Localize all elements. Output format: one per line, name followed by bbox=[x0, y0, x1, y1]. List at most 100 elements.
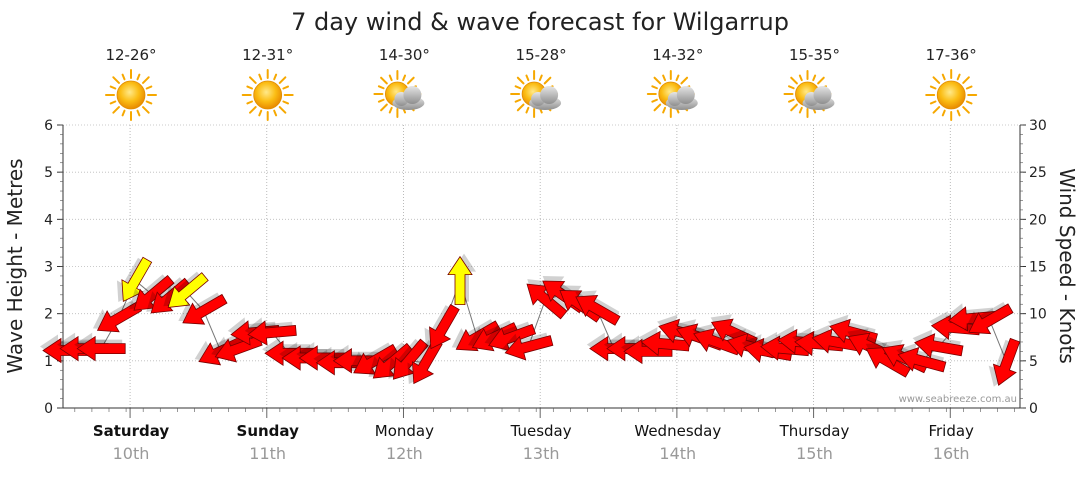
sun-ray bbox=[388, 106, 393, 114]
wind-arrow-shape bbox=[914, 333, 964, 359]
day-date-label: 13th bbox=[523, 444, 560, 463]
wind-arrow bbox=[424, 303, 460, 350]
y-tick-label-right: 0 bbox=[1029, 401, 1038, 417]
temperature-range-label: 12-31° bbox=[242, 46, 293, 64]
sun-ray bbox=[543, 76, 552, 85]
wind-arrow-shape bbox=[150, 277, 192, 314]
sun-ray bbox=[112, 106, 120, 114]
sun-ray bbox=[788, 85, 795, 90]
sun-ray bbox=[273, 109, 278, 117]
y-axis-right-label: Wind Speed - Knots bbox=[1055, 168, 1079, 364]
sun-ray bbox=[377, 98, 385, 103]
day-date-label: 11th bbox=[249, 444, 286, 463]
wind-arrow-shape bbox=[968, 303, 1014, 335]
wind-arrow-shape bbox=[992, 337, 1021, 386]
sun-ray bbox=[273, 73, 278, 81]
sun-ray bbox=[525, 106, 530, 114]
wind-arrow bbox=[447, 253, 476, 306]
sun-ray bbox=[121, 73, 126, 81]
wind-arrow bbox=[163, 271, 209, 308]
wind-arrow-shape bbox=[76, 335, 126, 362]
wind-arrow-shape bbox=[575, 295, 621, 326]
sun-ray bbox=[653, 76, 662, 85]
y-tick-label-right: 20 bbox=[1029, 212, 1047, 228]
wind-arrow-shape bbox=[247, 320, 297, 346]
sun-ray bbox=[929, 100, 937, 105]
temperature-range-label: 17-36° bbox=[926, 46, 977, 64]
sun-cloud-icon bbox=[373, 70, 425, 118]
sun-ray bbox=[278, 106, 287, 114]
y-tick-label-left: 3 bbox=[44, 260, 53, 276]
sun-disc bbox=[936, 80, 966, 110]
wind-arrow bbox=[810, 324, 861, 354]
day-date-label: 16th bbox=[933, 444, 970, 463]
y-axis-left-label: Wave Height - Metres bbox=[3, 158, 27, 373]
sun-ray bbox=[798, 106, 803, 114]
day-date-label: 15th bbox=[796, 444, 833, 463]
sun-ray bbox=[136, 109, 141, 117]
wind-arrow bbox=[451, 319, 501, 352]
sun-rays bbox=[925, 69, 978, 121]
wind-arrow-shape bbox=[623, 338, 673, 365]
sun-ray bbox=[662, 74, 667, 82]
sun-ray bbox=[790, 76, 798, 85]
sun-ray bbox=[798, 74, 803, 82]
wind-arrow-shape bbox=[447, 255, 473, 306]
weather-icons: 12-26° 12-31° 14-30° 15-28° 14-32° 15-35° 17-3… bbox=[105, 46, 978, 121]
sun-ray bbox=[258, 73, 263, 81]
day-name-label: Tuesday bbox=[510, 422, 572, 440]
sun-ray bbox=[380, 103, 388, 112]
sun-ray bbox=[956, 73, 961, 81]
sun-ray bbox=[258, 109, 263, 117]
sun-ray bbox=[380, 76, 388, 85]
wind-arrow bbox=[638, 327, 690, 357]
sun-ray bbox=[246, 85, 253, 90]
sun-ray bbox=[388, 74, 393, 82]
wind-arrow bbox=[178, 292, 228, 325]
wind-arrow-shape bbox=[167, 272, 209, 308]
sun-ray bbox=[377, 85, 385, 90]
sun-ray bbox=[278, 76, 287, 84]
day-date-label: 14th bbox=[659, 444, 696, 463]
sun-ray bbox=[662, 106, 667, 114]
cloud bbox=[665, 86, 698, 110]
sun-ray bbox=[675, 74, 680, 82]
wind-arrow bbox=[692, 323, 742, 356]
wind-arrow-shape bbox=[455, 320, 501, 352]
sun-ray bbox=[246, 100, 253, 105]
wind-arrow-shape bbox=[429, 303, 460, 350]
cloud-puff bbox=[813, 86, 832, 104]
sun-disc bbox=[253, 80, 283, 110]
sun-ray bbox=[790, 103, 798, 112]
sun-ray bbox=[112, 76, 120, 84]
sun-cloud-icon bbox=[510, 70, 562, 118]
sun-ray bbox=[145, 100, 153, 105]
sun-ray bbox=[653, 103, 662, 112]
chart-axes: 0 1 2 3 4 5 6 0 5 10 15 20 25 30 Saturday 10th Sunday 11t… bbox=[44, 118, 1047, 463]
wind-arrow bbox=[964, 302, 1014, 335]
sun-ray bbox=[282, 100, 290, 105]
sun-ray bbox=[962, 106, 970, 114]
cloud bbox=[802, 86, 835, 110]
sun-ray bbox=[680, 76, 689, 85]
sun-ray bbox=[651, 85, 658, 90]
wind-arrow bbox=[912, 329, 964, 359]
sun-icon bbox=[105, 69, 157, 121]
sun-ray bbox=[407, 76, 415, 85]
y-tick-label-left: 1 bbox=[44, 354, 53, 370]
sun-rays bbox=[241, 69, 294, 121]
sun-ray bbox=[812, 74, 817, 82]
sun-ray bbox=[249, 76, 257, 84]
wind-arrow bbox=[244, 317, 297, 346]
day-name-label: Saturday bbox=[93, 422, 170, 440]
day-date-label: 10th bbox=[113, 444, 150, 463]
sun-ray bbox=[538, 74, 543, 82]
chart-grid bbox=[63, 124, 1020, 408]
sun-ray bbox=[516, 76, 525, 85]
sun-ray bbox=[525, 74, 530, 82]
sun-ray bbox=[941, 109, 946, 117]
wind-series bbox=[40, 253, 1021, 387]
wind-arrow bbox=[988, 337, 1021, 387]
cloud-puff bbox=[540, 86, 559, 104]
sun-ray bbox=[932, 106, 941, 114]
